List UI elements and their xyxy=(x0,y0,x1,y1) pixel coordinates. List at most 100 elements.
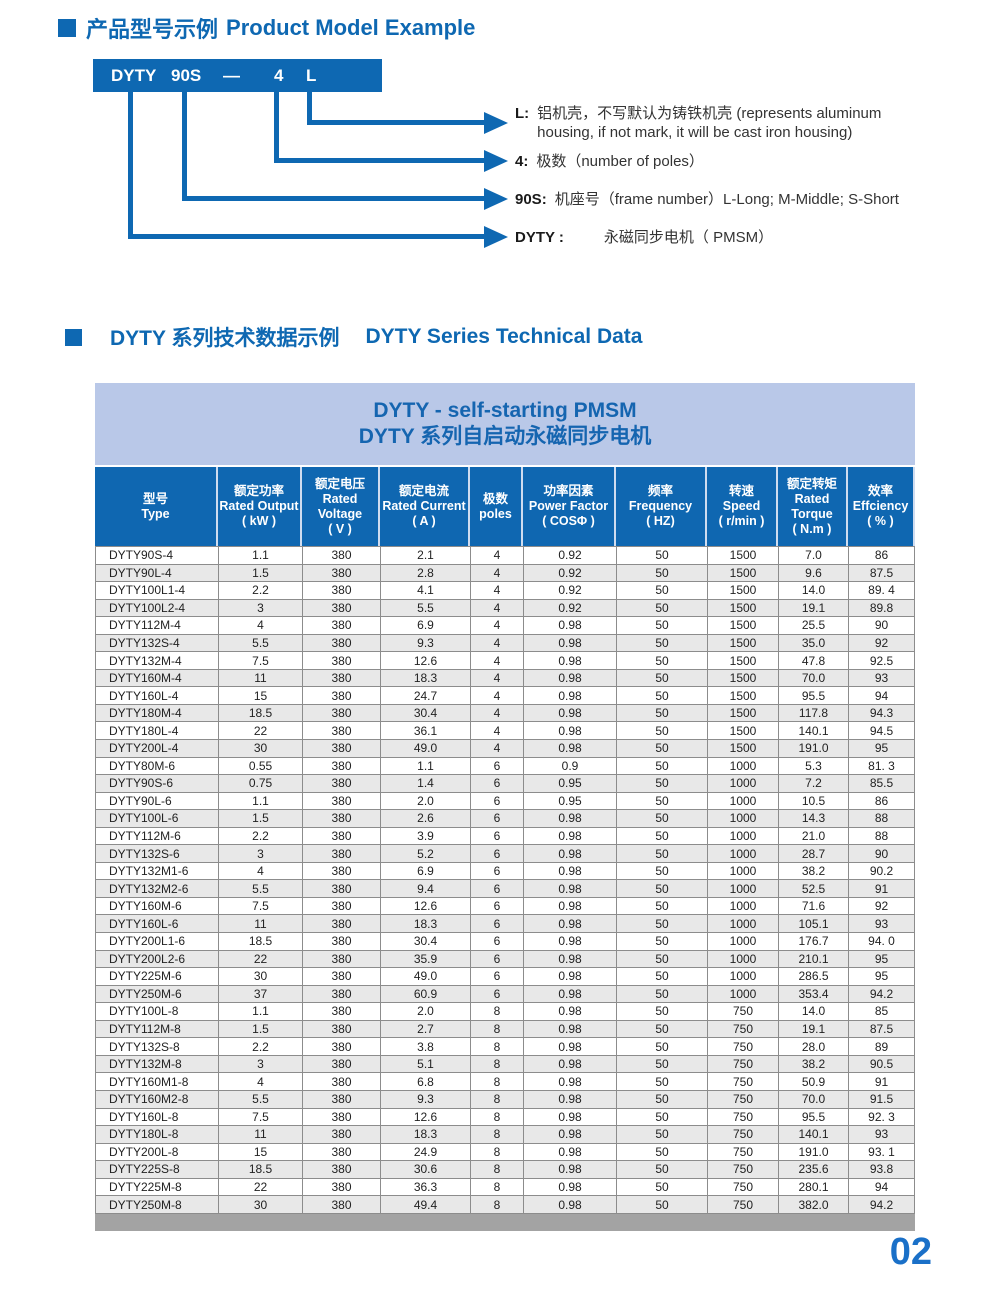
table-cell: 750 xyxy=(708,1196,779,1213)
table-cell: 92 xyxy=(874,899,889,914)
table-cell: 50 xyxy=(617,1126,708,1143)
model-part-dash: — xyxy=(223,66,240,85)
arrow-right-icon xyxy=(484,111,508,134)
table-cell: 0.98 xyxy=(524,652,617,669)
table-cell: 0.98 xyxy=(524,897,617,915)
table-cell: 6 xyxy=(471,775,524,792)
model-part-frame: 90S xyxy=(171,66,202,85)
table-cell: 92. 3 xyxy=(868,1109,895,1124)
table-cell: 24.7 xyxy=(381,687,471,704)
table-cell: 49.4 xyxy=(381,1196,471,1213)
table-cell: 6 xyxy=(471,933,524,950)
table-cell: 89 xyxy=(874,1039,889,1054)
table-banner: DYTY - self-starting PMSM DYTY 系列自启动永磁同步… xyxy=(95,383,915,465)
table-cell: 3.8 xyxy=(381,1038,471,1055)
table-cell: 380 xyxy=(303,564,381,582)
table-cell: 5.5 xyxy=(219,1090,303,1108)
table-cell: 93 xyxy=(874,671,889,686)
table-cell: 0.9 xyxy=(524,757,617,775)
table-cell: 380 xyxy=(303,897,381,915)
cell-type: DYTY90S-4 xyxy=(96,547,219,564)
cell-type: DYTY132M-8 xyxy=(96,1055,219,1073)
table-cell: 353.4 xyxy=(779,985,849,1003)
table-cell: 0.98 xyxy=(524,880,617,897)
cell-type: DYTY112M-6 xyxy=(96,827,219,845)
table-cell: 380 xyxy=(303,1020,381,1038)
table-cell: 94.2 xyxy=(869,1197,894,1212)
cell-type: DYTY225S-8 xyxy=(96,1161,219,1178)
table-cell: 4 xyxy=(471,582,524,599)
table-row: DYTY112M-4 4 380 6.9 4 0.98 50 1500 25.5 90 xyxy=(96,617,914,635)
table-cell: 30 xyxy=(219,968,303,985)
table-row: DYTY160M-6 7.5 380 12.6 6 0.98 50 1000 71.6 92 xyxy=(96,897,914,916)
table-cell: 1000 xyxy=(708,862,779,880)
table-cell: 6 xyxy=(471,985,524,1003)
table-cell: 19.1 xyxy=(779,1020,849,1038)
table-cell: 8 xyxy=(471,1143,524,1161)
column-header-rated-torque: 额定转矩 Rated Torque( N.m ) xyxy=(778,467,848,546)
annotation-text: 机座号（frame number）L-Long; M-Middle; S-Sho… xyxy=(554,191,899,208)
table-cell: 0.75 xyxy=(219,775,303,792)
table-cell: 85.5 xyxy=(869,776,894,791)
cell-type: DYTY250M-8 xyxy=(96,1196,219,1213)
table-cell: 12.6 xyxy=(381,1108,471,1126)
section2-title: DYTY 系列技术数据示例 DYTY Series Technical Data xyxy=(65,322,642,352)
table-cell: 50 xyxy=(617,1143,708,1161)
column-header-speed: 转速 Speed( r/min ) xyxy=(707,467,778,546)
table-cell: 6.8 xyxy=(381,1073,471,1090)
table-banner-line1: DYTY - self-starting PMSM xyxy=(373,399,637,422)
table-cell: 0.95 xyxy=(524,775,617,792)
column-header-efficiency: 效率 Effciency( % ) xyxy=(848,467,913,546)
table-cell: 191.0 xyxy=(779,1143,849,1161)
table-cell: 117.8 xyxy=(779,704,849,722)
table-row: DYTY90S-6 0.75 380 1.4 6 0.95 50 1000 7.2 85.5 xyxy=(96,775,914,793)
table-cell: 50 xyxy=(617,1178,708,1196)
table-row: DYTY250M-8 30 380 49.4 8 0.98 50 750 382.0 94.2 xyxy=(96,1196,914,1214)
column-header-power-factor: 功率因素 Power Factor( COSΦ ) xyxy=(523,467,616,546)
table-cell: 18.3 xyxy=(381,915,471,933)
table-cell: 1500 xyxy=(708,740,779,757)
table-cell: 7.5 xyxy=(219,652,303,669)
table-cell: 3 xyxy=(219,599,303,617)
annotation-text: 极数（number of poles） xyxy=(536,153,704,170)
cell-type: DYTY160M-6 xyxy=(96,897,219,915)
table-cell: 50 xyxy=(617,634,708,652)
section-bullet-icon xyxy=(65,328,82,346)
table-cell: 5.5 xyxy=(219,880,303,897)
annotation-label: L: xyxy=(515,105,530,122)
table-cell: 380 xyxy=(303,1038,381,1055)
table-cell: 50 xyxy=(617,915,708,933)
table-row: DYTY225M-8 22 380 36.3 8 0.98 50 750 280.1 94 xyxy=(96,1178,914,1197)
table-cell: 8 xyxy=(471,1003,524,1020)
annotation-housing: L: 铝机壳，不写默认为铸铁机壳 (represents aluminum ho… xyxy=(515,104,965,142)
table-cell: 380 xyxy=(303,968,381,985)
table-cell: 15 xyxy=(219,1143,303,1161)
table-cell: 4 xyxy=(219,617,303,634)
table-cell: 750 xyxy=(708,1126,779,1143)
table-row: DYTY100L2-4 3 380 5.5 4 0.92 50 1500 19.1 89.8 xyxy=(96,599,914,618)
table-row: DYTY100L1-4 2.2 380 4.1 4 0.92 50 1500 14.0 89. 4 xyxy=(96,582,914,600)
section1-title-zh: 产品型号示例 xyxy=(86,17,219,42)
table-row: DYTY225S-8 18.5 380 30.6 8 0.98 50 750 235.6 93.8 xyxy=(96,1161,914,1179)
table-row: DYTY200L1-6 18.5 380 30.4 6 0.98 50 1000 176.7 94… xyxy=(96,933,914,951)
cell-type: DYTY132S-6 xyxy=(96,845,219,862)
table-cell: 2.1 xyxy=(381,547,471,564)
table-row: DYTY180M-4 18.5 380 30.4 4 0.98 50 1500 117.8 94.… xyxy=(96,704,914,723)
table-cell: 50 xyxy=(617,652,708,669)
table-cell: 91.5 xyxy=(869,1092,894,1107)
table-cell: 0.92 xyxy=(524,582,617,599)
table-row: DYTY180L-4 22 380 36.1 4 0.98 50 1500 140.1 94.5 xyxy=(96,722,914,741)
table-cell: 94. 0 xyxy=(868,934,895,949)
table-cell: 70.0 xyxy=(779,669,849,687)
table-row: DYTY250M-6 37 380 60.9 6 0.98 50 1000 353.4 94.2 xyxy=(96,985,914,1004)
table-cell: 380 xyxy=(303,933,381,950)
table-cell: 92.5 xyxy=(869,653,894,668)
table-cell: 750 xyxy=(708,1108,779,1126)
connector-line-poles xyxy=(274,92,279,163)
technical-data-table: DYTY - self-starting PMSM DYTY 系列自启动永磁同步… xyxy=(95,383,915,1231)
table-cell: 3 xyxy=(219,1055,303,1073)
table-cell: 50 xyxy=(617,740,708,757)
table-cell: 30.4 xyxy=(381,933,471,950)
table-cell: 0.98 xyxy=(524,687,617,704)
table-cell: 0.98 xyxy=(524,722,617,740)
